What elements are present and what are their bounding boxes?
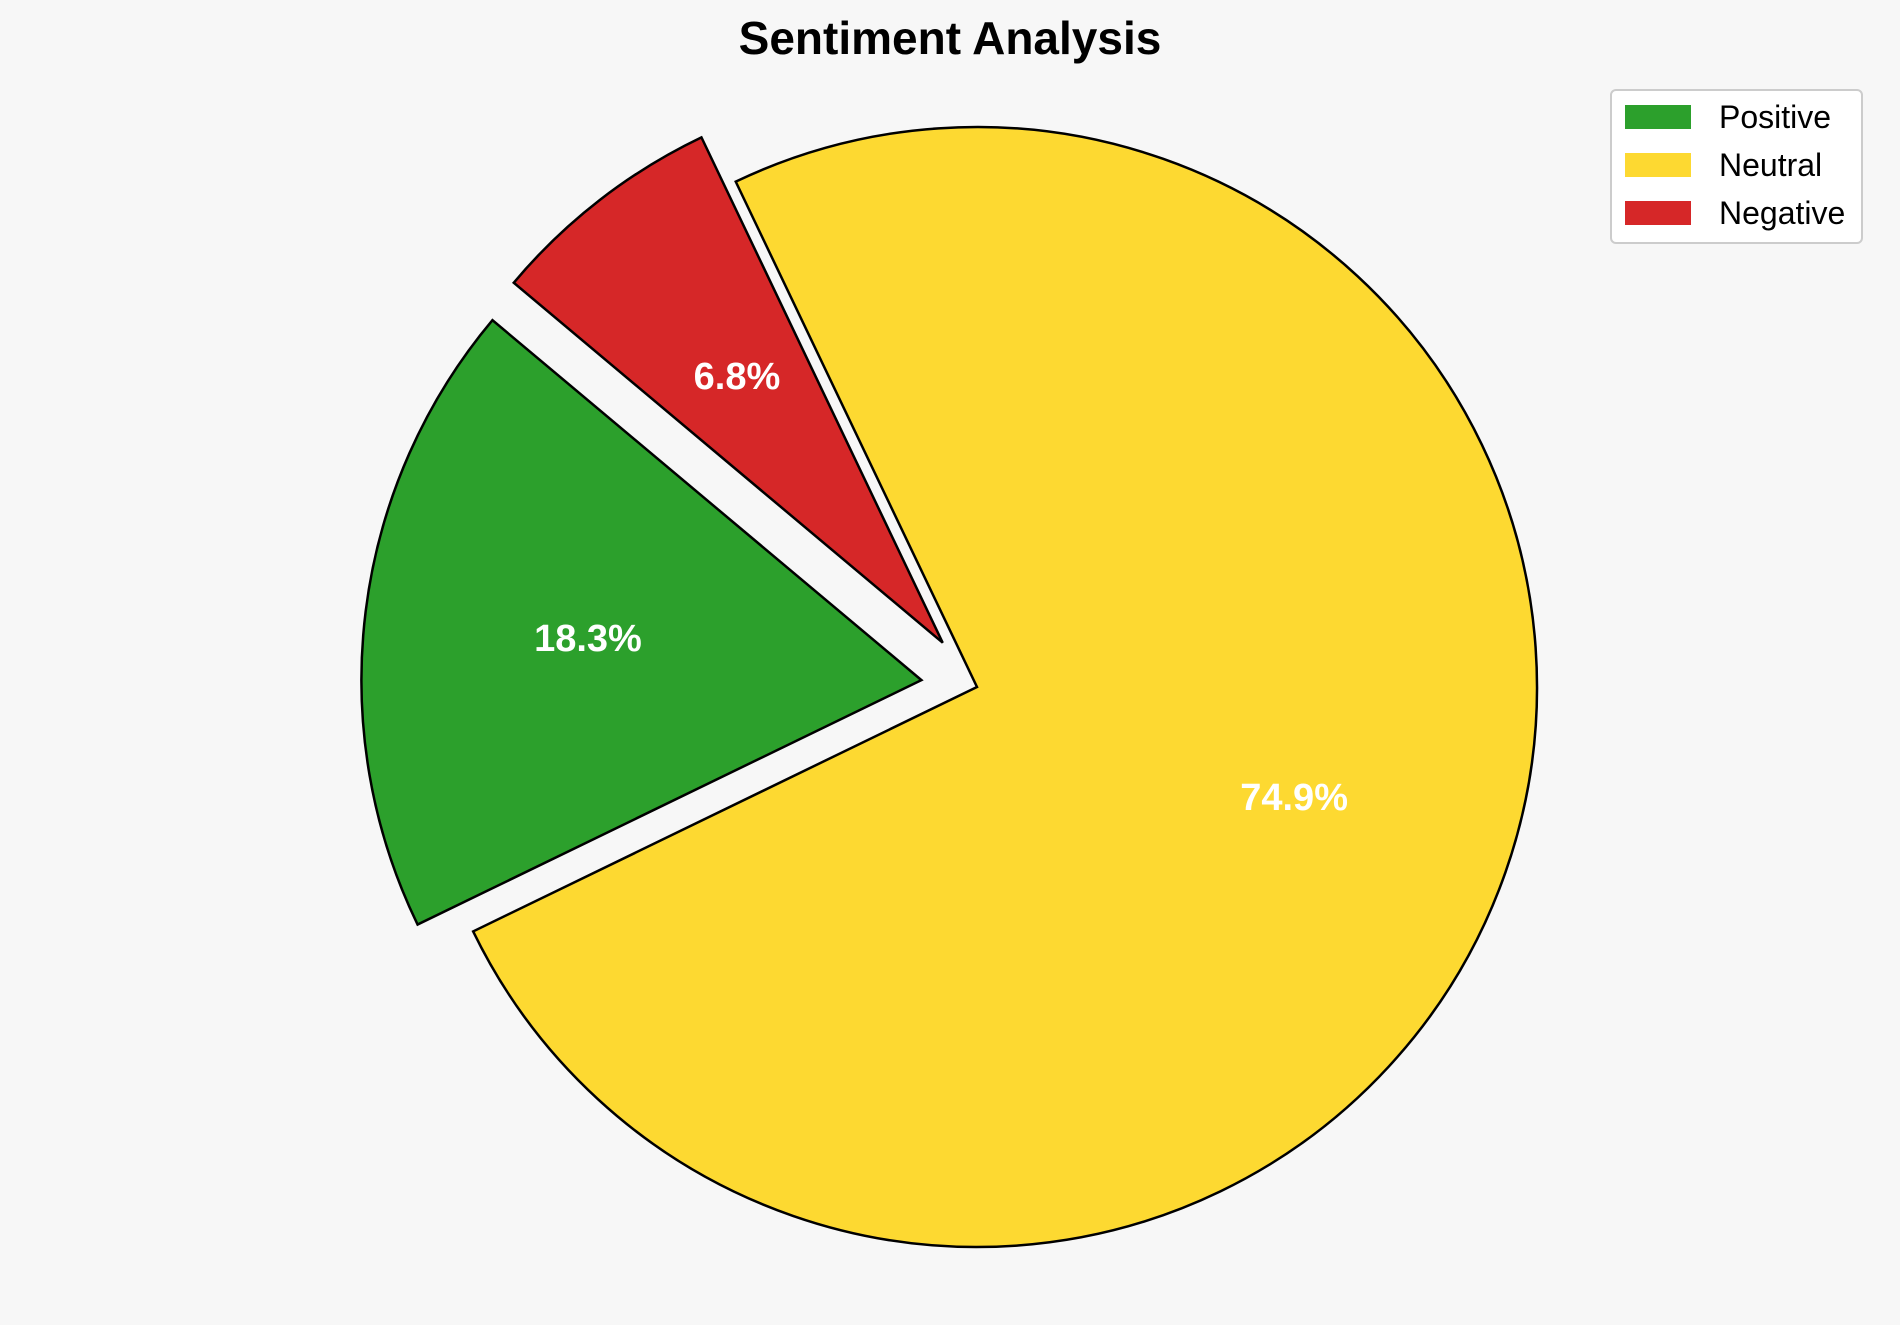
chart-title: Sentiment Analysis (739, 12, 1162, 64)
pie-slice-positive (360, 318, 924, 927)
pie-slice-negative (511, 135, 944, 644)
pie-slice-neutral (471, 125, 1539, 1249)
pie-percentage-labels: 18.3% 74.9% 6.8% (534, 356, 1348, 819)
pct-label-negative: 6.8% (694, 356, 781, 398)
pct-label-positive: 18.3% (534, 618, 642, 660)
legend: Positive Neutral Negative (1610, 89, 1863, 244)
pie-slices (360, 125, 1539, 1249)
legend-swatch-negative (1625, 201, 1691, 225)
legend-label-positive: Positive (1719, 99, 1831, 135)
legend-label-negative: Negative (1719, 195, 1845, 231)
legend-swatch-neutral (1625, 153, 1691, 177)
legend-swatch-positive (1625, 105, 1691, 129)
legend-label-neutral: Neutral (1719, 147, 1822, 183)
pct-label-neutral: 74.9% (1240, 777, 1348, 819)
